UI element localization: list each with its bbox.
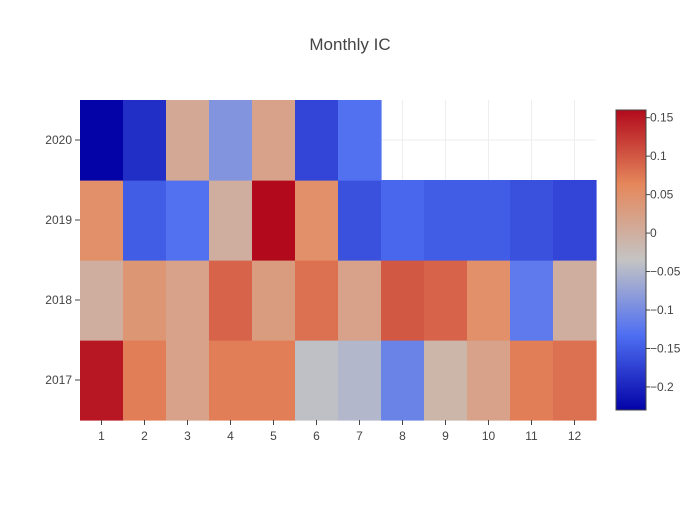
- colorbar: 0.15 0.1 0.05 0 −0.05 −0.1 −0.15 −0.2: [615, 109, 681, 411]
- heatmap-cell: [252, 260, 296, 341]
- heatmap-cell: [467, 180, 511, 261]
- colorbar-tick-label: −0.2: [650, 380, 674, 394]
- heatmap-cell: [553, 260, 597, 341]
- y-tick-label: 2019: [45, 213, 72, 227]
- heatmap-cell: [295, 100, 339, 181]
- heatmap-cell: [381, 340, 425, 421]
- heatmap-cell: [80, 100, 124, 181]
- heatmap-cell: [80, 340, 124, 421]
- colorbar-gradient: [615, 109, 647, 411]
- heatmap-cell: [553, 340, 597, 421]
- heatmap-cell: [510, 340, 554, 421]
- heatmap-cell: [209, 100, 253, 181]
- heatmap-cell: [209, 340, 253, 421]
- heatmap-cell: [381, 180, 425, 261]
- colorbar-tick-label: 0.15: [650, 111, 674, 125]
- colorbar-tick-label: −0.1: [650, 303, 674, 317]
- heatmap-cell: [123, 260, 167, 341]
- heatmap-cell: [209, 260, 253, 341]
- heatmap-cell: [166, 180, 210, 261]
- heatmap-cell: [553, 180, 597, 261]
- heatmap-cell: [252, 180, 296, 261]
- heatmap-cell: [123, 100, 167, 181]
- heatmap-cell: [166, 260, 210, 341]
- x-tick-label: 4: [227, 429, 234, 443]
- chart-title: Monthly IC: [309, 35, 390, 54]
- y-tick-label: 2017: [45, 373, 72, 387]
- colorbar-tick-label: 0: [650, 226, 657, 240]
- heatmap-cell: [338, 260, 382, 341]
- y-tick-label: 2020: [45, 133, 72, 147]
- x-tick-label: 11: [525, 429, 538, 443]
- heatmap-cell: [166, 340, 210, 421]
- heatmap-cell: [381, 260, 425, 341]
- x-tick-label: 5: [270, 429, 277, 443]
- heatmap-cell: [338, 100, 382, 181]
- x-tick-label: 6: [313, 429, 320, 443]
- heatmap-cell: [295, 180, 339, 261]
- heatmap-cell: [424, 260, 468, 341]
- heatmap-cell: [510, 260, 554, 341]
- x-tick-label: 1: [98, 429, 105, 443]
- x-tick-label: 10: [482, 429, 496, 443]
- heatmap-cell: [338, 180, 382, 261]
- x-tick-label: 7: [356, 429, 363, 443]
- heatmap-cell: [252, 100, 296, 181]
- heatmap-cell: [424, 340, 468, 421]
- y-axis: 2017 2018 2019 2020: [45, 133, 80, 387]
- x-tick-label: 8: [399, 429, 406, 443]
- heatmap-cell: [338, 340, 382, 421]
- x-tick-label: 12: [568, 429, 582, 443]
- heatmap-cell: [295, 260, 339, 341]
- heatmap-cells: [80, 100, 597, 421]
- colorbar-tick-label: −0.15: [650, 341, 681, 355]
- heatmap-cell: [252, 340, 296, 421]
- colorbar-tick-label: 0.1: [650, 149, 667, 163]
- heatmap-cell: [123, 340, 167, 421]
- heatmap-cell: [424, 180, 468, 261]
- heatmap-cell: [295, 340, 339, 421]
- x-axis: 1 2 3 4 5 6 7 8 9 10 11 12: [98, 420, 581, 443]
- heatmap-cell: [80, 180, 124, 261]
- heatmap-cell: [166, 100, 210, 181]
- x-tick-label: 2: [141, 429, 148, 443]
- x-tick-label: 3: [184, 429, 191, 443]
- heatmap-cell: [467, 340, 511, 421]
- heatmap-cell: [209, 180, 253, 261]
- heatmap-cell: [510, 180, 554, 261]
- heatmap-cell: [123, 180, 167, 261]
- colorbar-tick-label: 0.05: [650, 188, 674, 202]
- y-tick-label: 2018: [45, 293, 72, 307]
- heatmap-cell: [80, 260, 124, 341]
- colorbar-tick-label: −0.05: [650, 265, 681, 279]
- heatmap-cell: [467, 260, 511, 341]
- x-tick-label: 9: [442, 429, 449, 443]
